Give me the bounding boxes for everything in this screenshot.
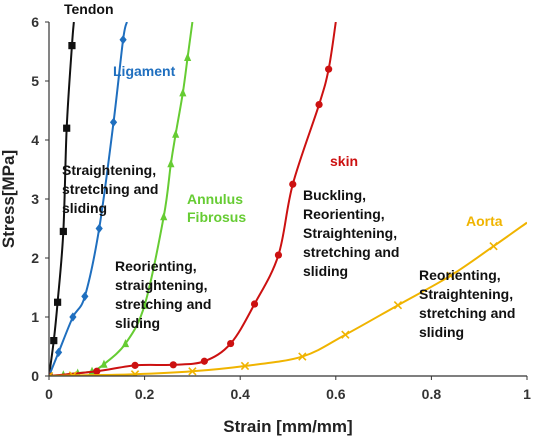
x-tick-label: 0.6 (326, 386, 346, 402)
data-point-annulus-fibrosus (141, 300, 149, 309)
annotation-2-line: sliding (303, 263, 348, 279)
data-point-annulus-fibrosus (100, 359, 108, 368)
data-point-skin (289, 180, 297, 188)
series-aorta (49, 221, 527, 376)
series-label-3: skin (330, 153, 358, 169)
x-tick-label: 0.8 (422, 386, 442, 402)
data-point-annulus-fibrosus (160, 212, 168, 221)
annotation-2-line: Straightening, (303, 225, 397, 241)
data-point-aorta (240, 361, 250, 371)
series-label-3-line: skin (330, 153, 358, 169)
x-tick-label: 0 (45, 386, 53, 402)
series-ligament (49, 22, 128, 376)
data-point-annulus-fibrosus (121, 338, 130, 348)
annotation-1: Reorienting, straightening, stretching and… (115, 258, 211, 331)
annotation-0-line: Straightening, (62, 162, 156, 178)
data-point-ligament (69, 312, 77, 322)
series-labels: Tendon Ligament Annulus Fibrosus skin Aorta (64, 1, 503, 229)
data-point-skin (169, 361, 177, 369)
data-point-ligament (81, 291, 89, 301)
data-point-ligament (109, 117, 118, 127)
data-point-skin (131, 361, 139, 369)
annotation-2-line: Reorienting, (303, 206, 385, 222)
data-point-annulus-fibrosus (184, 52, 192, 61)
x-tick-label: 0.4 (230, 386, 250, 402)
annotation-2: Buckling, Reorienting, Straightening, stret… (303, 187, 399, 279)
data-point-skin (250, 300, 259, 308)
annotation-3-line: Straightening, (419, 286, 513, 302)
annotation-2-line: stretching and (303, 244, 399, 260)
plot-background (49, 22, 527, 376)
series-label-4-line: Aorta (466, 213, 503, 229)
data-point-skin (200, 357, 208, 365)
annotation-1-line: stretching and (115, 296, 211, 312)
data-point-ligament (119, 35, 127, 45)
y-tick-label: 2 (31, 250, 39, 266)
data-point-skin (227, 339, 235, 348)
data-point-aorta (298, 352, 307, 361)
annotation-0: Straightening, stretching and sliding (62, 162, 158, 216)
series-label-0: Tendon (64, 1, 114, 17)
y-tick-label: 0 (31, 368, 39, 384)
data-point-aorta (132, 370, 140, 376)
annotation-1-line: straightening, (115, 277, 208, 293)
data-point-tendon (50, 337, 58, 345)
x-tick-label: 0.2 (135, 386, 155, 402)
plot-area (49, 22, 527, 376)
annotation-0-line: stretching and (62, 181, 158, 197)
series-label-1-line: Ligament (113, 63, 176, 79)
x-axis-title: Strain [mm/mm] (223, 417, 352, 436)
data-point-aorta (49, 371, 54, 376)
data-point-ligament (95, 223, 103, 234)
y-tick-label: 5 (31, 73, 39, 89)
y-tick-label: 1 (31, 309, 39, 325)
annotations: Straightening, stretching and slidingReori… (62, 162, 515, 340)
data-point-aorta (489, 242, 498, 251)
data-point-skin (93, 367, 101, 375)
data-point-aorta (446, 271, 455, 280)
series-label-2: Annulus Fibrosus (187, 191, 246, 225)
y-tick-label: 3 (31, 191, 39, 207)
x-tick-label: 1 (523, 386, 531, 402)
series-label-2-line: Annulus (187, 191, 243, 207)
series-label-1: Ligament (113, 63, 176, 79)
data-point-aorta (393, 301, 403, 310)
y-tick-label: 4 (31, 132, 39, 148)
data-point-tendon (68, 42, 76, 50)
annotation-1-line: sliding (115, 315, 160, 331)
annotation-3-line: sliding (419, 324, 464, 340)
series-skin (49, 22, 337, 376)
axes: 0 0.2 0.4 0.6 0.8 1 0 1 2 3 4 5 6 (31, 14, 531, 402)
data-point-aorta (341, 330, 350, 339)
data-point-ligament (54, 347, 63, 357)
series-line-ligament (49, 22, 128, 376)
data-point-tendon (59, 227, 67, 236)
series-curves (49, 22, 527, 376)
y-axis-title: Stress[MPa] (0, 150, 18, 248)
data-point-skin (325, 65, 333, 73)
series-label-2-line: Fibrosus (187, 209, 246, 225)
data-point-annulus-fibrosus (179, 88, 187, 97)
data-point-tendon (63, 124, 71, 132)
data-point-tendon (54, 298, 62, 306)
data-point-annulus-fibrosus (172, 129, 180, 138)
series-label-4: Aorta (466, 213, 503, 229)
annotation-0-line: sliding (62, 200, 107, 216)
annotation-3-line: stretching and (419, 305, 515, 321)
annotation-1-line: Reorienting, (115, 258, 197, 274)
data-point-annulus-fibrosus (167, 159, 175, 168)
annotation-3-line: Reorienting, (419, 267, 501, 283)
series-label-0-line: Tendon (64, 1, 114, 17)
data-point-aorta (188, 367, 197, 376)
data-point-skin (274, 251, 283, 259)
data-point-skin (315, 101, 323, 109)
annotation-2-line: Buckling, (303, 187, 366, 203)
chart-labels: Stress[MPa] Strain [mm/mm] (0, 150, 353, 436)
y-tick-label: 6 (31, 14, 39, 30)
annotation-3: Reorienting, Straightening, stretching and… (419, 267, 515, 340)
